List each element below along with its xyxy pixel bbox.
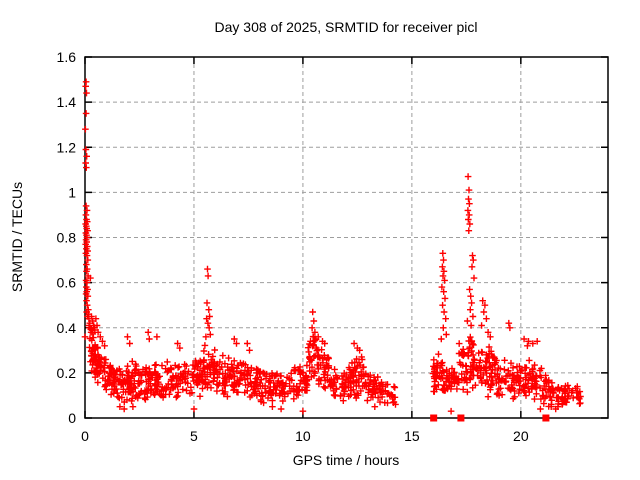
tick-labels: 0 5 10 15 20 0 0.2 0.4 0.6 0.8 1 1.2 1.4 1.6 <box>57 49 529 444</box>
y-tick-label: 0.6 <box>57 275 77 291</box>
zero-square-marker <box>457 414 465 422</box>
chart-title: Day 308 of 2025, SRMTID for receiver pic… <box>215 19 478 35</box>
y-tick-label: 1.4 <box>57 94 77 110</box>
y-tick-label: 0.2 <box>57 365 77 381</box>
x-tick-label: 15 <box>404 428 420 444</box>
x-tick-label: 10 <box>295 428 311 444</box>
x-tick-label: 20 <box>513 428 529 444</box>
x-axis-label: GPS time / hours <box>293 452 400 468</box>
zero-square-marker <box>542 414 550 422</box>
y-axis-label: SRMTID / TECUs <box>9 182 25 292</box>
y-tick-label: 0.8 <box>57 230 77 246</box>
grid-lines <box>85 57 608 418</box>
y-tick-label: 1.2 <box>57 139 77 155</box>
y-tick-label: 1.6 <box>57 49 77 65</box>
y-tick-label: 0 <box>68 410 76 426</box>
data-points <box>81 78 584 422</box>
y-tick-label: 1 <box>68 184 76 200</box>
x-tick-label: 5 <box>190 428 198 444</box>
y-tick-label: 0.4 <box>57 320 77 336</box>
scatter-series-srmtid <box>81 78 584 415</box>
x-tick-label: 0 <box>81 428 89 444</box>
zero-square-marker <box>430 414 438 422</box>
